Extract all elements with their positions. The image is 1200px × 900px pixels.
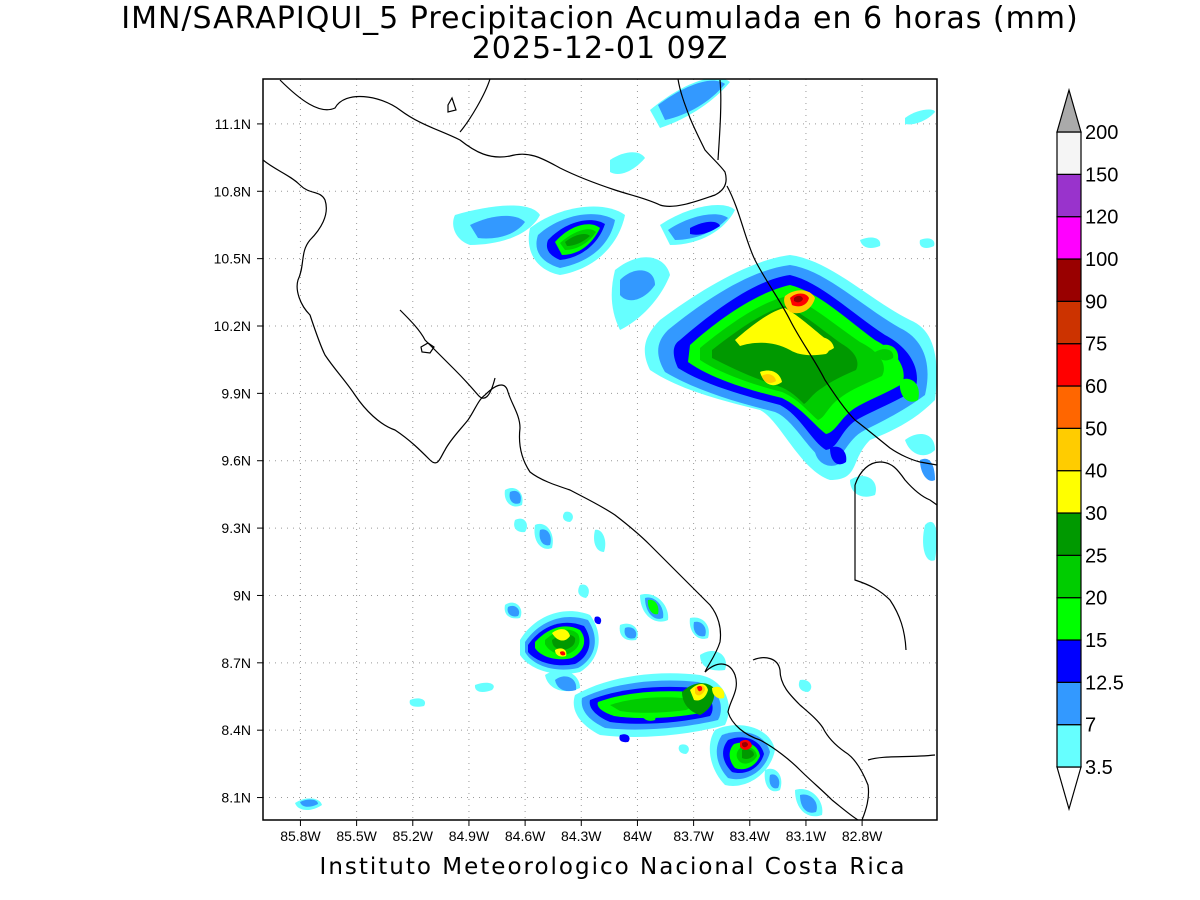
lon-tick-label: 84.3W — [561, 828, 602, 844]
precip-level-90 — [742, 295, 803, 748]
colorbar-box — [1056, 427, 1082, 472]
lon-tick-label: 83.1W — [786, 828, 827, 844]
colorbar-level-label: 40 — [1085, 461, 1107, 483]
lon-tick-label: 85.8W — [280, 828, 321, 844]
lat-tick-label: 11.1N — [215, 116, 251, 132]
lon-tick-label: 82.8W — [842, 828, 883, 844]
colorbar-box — [1056, 681, 1082, 726]
colorbar-level-label: 3.5 — [1085, 757, 1113, 779]
longitude-axis: 85.8W 85.5W 85.2W 84.9W 84.6W 84.3W 84W 83.7W 83… — [280, 820, 883, 844]
colorbar-level-label: 100 — [1085, 249, 1118, 271]
lon-tick-label: 84.9W — [449, 828, 490, 844]
lon-tick-label: 85.2W — [393, 828, 434, 844]
lat-tick-label: 9.9N — [221, 385, 251, 401]
lat-tick-label: 8.1N — [221, 790, 251, 806]
lon-tick-label: 84.6W — [505, 828, 546, 844]
colorbar-level-label: 25 — [1085, 545, 1107, 567]
lat-tick-label: 10.8N — [214, 183, 251, 199]
colorbar-box — [1056, 554, 1082, 599]
colorbar-box — [1056, 512, 1082, 556]
lat-tick-label: 8.4N — [221, 722, 251, 738]
colorbar-box — [1056, 300, 1082, 345]
lat-tick-label: 9.3N — [221, 520, 251, 536]
colorbar: 3.5 7 12.5 15 20 25 30 40 50 60 75 90 100 120 150 200 — [1056, 87, 1124, 812]
lon-tick-label: 84W — [623, 828, 653, 844]
colorbar-level-label: 75 — [1085, 334, 1107, 356]
lon-tick-label: 83.4W — [730, 828, 771, 844]
lon-tick-label: 83.7W — [673, 828, 714, 844]
colorbar-lower-extension — [1056, 766, 1082, 812]
lat-tick-label: 9N — [233, 587, 251, 603]
lon-tick-label: 85.5W — [336, 828, 377, 844]
colorbar-level-label: 30 — [1085, 503, 1107, 525]
colorbar-level-label: 150 — [1085, 164, 1118, 186]
colorbar-box — [1056, 343, 1082, 387]
colorbar-level-label: 200 — [1085, 122, 1118, 144]
colorbar-level-label: 120 — [1085, 207, 1118, 229]
colorbar-upper-extension — [1056, 87, 1082, 133]
colorbar-level-label: 60 — [1085, 376, 1107, 398]
colorbar-level-label: 7 — [1085, 715, 1096, 737]
lat-tick-label: 9.6N — [221, 453, 251, 469]
lat-tick-label: 8.7N — [221, 655, 251, 671]
colorbar-level-label: 50 — [1085, 418, 1107, 440]
colorbar-box — [1056, 639, 1082, 683]
colorbar-level-label: 12.5 — [1085, 672, 1124, 694]
lat-tick-label: 10.5N — [214, 251, 251, 267]
map-frame — [262, 78, 938, 821]
colorbar-box — [1056, 258, 1082, 302]
colorbar-level-label: 20 — [1085, 588, 1107, 610]
colorbar-box — [1056, 597, 1082, 641]
colorbar-box — [1056, 131, 1082, 175]
latitude-axis: 11.1N 10.8N 10.5N 10.2N 9.9N 9.6N 9.3N 9N 8.7N 8.… — [214, 116, 263, 806]
lat-tick-label: 10.2N — [214, 318, 251, 334]
precipitation-field — [295, 79, 937, 817]
colorbar-box — [1056, 173, 1082, 218]
colorbar-box — [1056, 385, 1082, 429]
coastlines-and-borders — [263, 79, 937, 820]
colorbar-box — [1056, 216, 1082, 260]
credit-text: Instituto Meteorologico Nacional Costa R… — [319, 854, 907, 880]
map-subtitle: 2025-12-01 09Z — [471, 31, 729, 66]
colorbar-box — [1056, 470, 1082, 514]
colorbar-level-label: 15 — [1085, 630, 1107, 652]
map-title: IMN/SARAPIQUI_5 Precipitacion Acumulada … — [121, 1, 1079, 36]
colorbar-level-label: 90 — [1085, 291, 1107, 313]
colorbar-box — [1056, 724, 1082, 768]
